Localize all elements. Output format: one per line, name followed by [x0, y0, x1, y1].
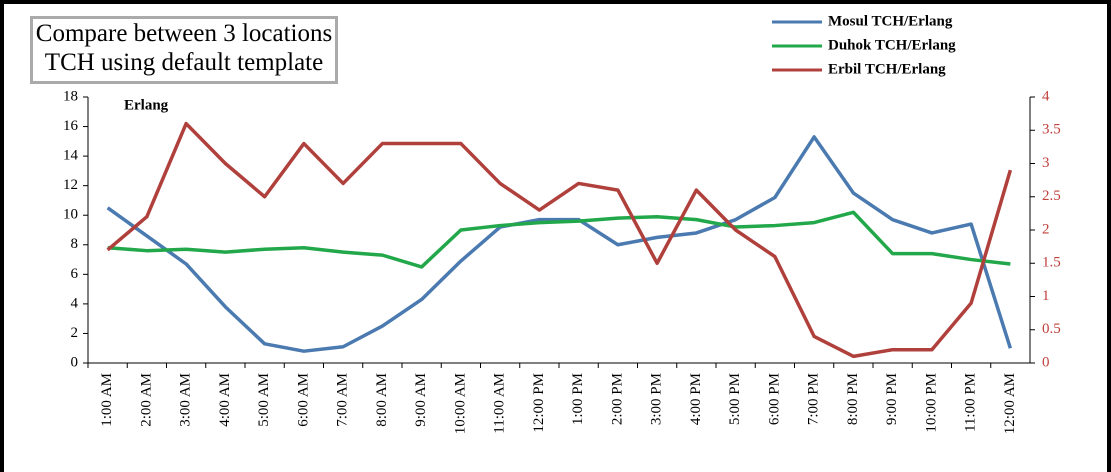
- y2-tick-label: 3.5: [1042, 122, 1061, 138]
- x-tick-label: 7:00 AM: [335, 373, 351, 427]
- y-axis-label: Erlang: [124, 97, 169, 113]
- x-tick-label: 4:00 PM: [688, 373, 704, 425]
- x-tick-label: 10:00 AM: [452, 373, 468, 434]
- y2-tick-label: 1.5: [1042, 255, 1061, 271]
- x-tick-label: 8:00 AM: [374, 373, 390, 427]
- y-tick-label: 10: [63, 207, 78, 223]
- x-tick-label: 12:00 PM: [531, 373, 547, 433]
- series-line: [106, 135, 1013, 353]
- y-tick-label: 2: [71, 325, 79, 341]
- y2-tick-label: 1: [1042, 288, 1050, 304]
- chart-title: Compare between 3 locations TCH using de…: [30, 16, 338, 84]
- legend-label: Duhok TCH/Erlang: [828, 37, 956, 53]
- x-tick-label: 11:00 AM: [492, 373, 508, 434]
- x-tick-label: 1:00 AM: [99, 373, 115, 427]
- series-line: [106, 121, 1013, 359]
- y-tick-label: 16: [63, 118, 79, 134]
- y-tick-label: 4: [71, 295, 79, 311]
- x-tick-label: 5:00 PM: [727, 373, 743, 425]
- x-tick-label: 6:00 PM: [766, 373, 782, 425]
- y-tick-label: 0: [71, 354, 79, 370]
- y-tick-label: 14: [63, 148, 79, 164]
- y-tick-label: 12: [63, 177, 78, 193]
- x-tick-label: 3:00 AM: [178, 373, 194, 427]
- x-tick-label: 12:00 AM: [1002, 373, 1018, 434]
- y2-tick-label: 2.5: [1042, 188, 1061, 204]
- x-tick-label: 2:00 AM: [138, 373, 154, 427]
- x-tick-label: 1:00 PM: [570, 373, 586, 425]
- x-tick-label: 7:00 PM: [806, 373, 822, 425]
- x-tick-label: 4:00 AM: [217, 373, 233, 427]
- y2-tick-label: 4: [1042, 88, 1050, 104]
- legend-label: Erbil TCH/Erlang: [828, 61, 946, 77]
- y-tick-label: 6: [71, 266, 79, 282]
- y2-tick-label: 3: [1042, 155, 1050, 171]
- x-tick-label: 10:00 PM: [923, 373, 939, 433]
- y2-tick-label: 0.5: [1042, 321, 1061, 337]
- y2-tick-label: 2: [1042, 221, 1050, 237]
- x-tick-label: 2:00 PM: [609, 373, 625, 425]
- x-tick-label: 3:00 PM: [649, 373, 665, 425]
- series-line: [107, 210, 1011, 269]
- x-tick-label: 5:00 AM: [256, 373, 272, 427]
- y-tick-label: 8: [71, 236, 79, 252]
- x-tick-label: 9:00 AM: [413, 373, 429, 427]
- x-tick-label: 9:00 PM: [884, 373, 900, 425]
- x-tick-label: 6:00 AM: [295, 373, 311, 427]
- x-tick-label: 11:00 PM: [963, 373, 979, 432]
- x-tick-label: 8:00 PM: [845, 373, 861, 425]
- legend-label: Mosul TCH/Erlang: [828, 13, 953, 29]
- y-tick-label: 18: [63, 88, 78, 104]
- y2-tick-label: 0: [1042, 354, 1050, 370]
